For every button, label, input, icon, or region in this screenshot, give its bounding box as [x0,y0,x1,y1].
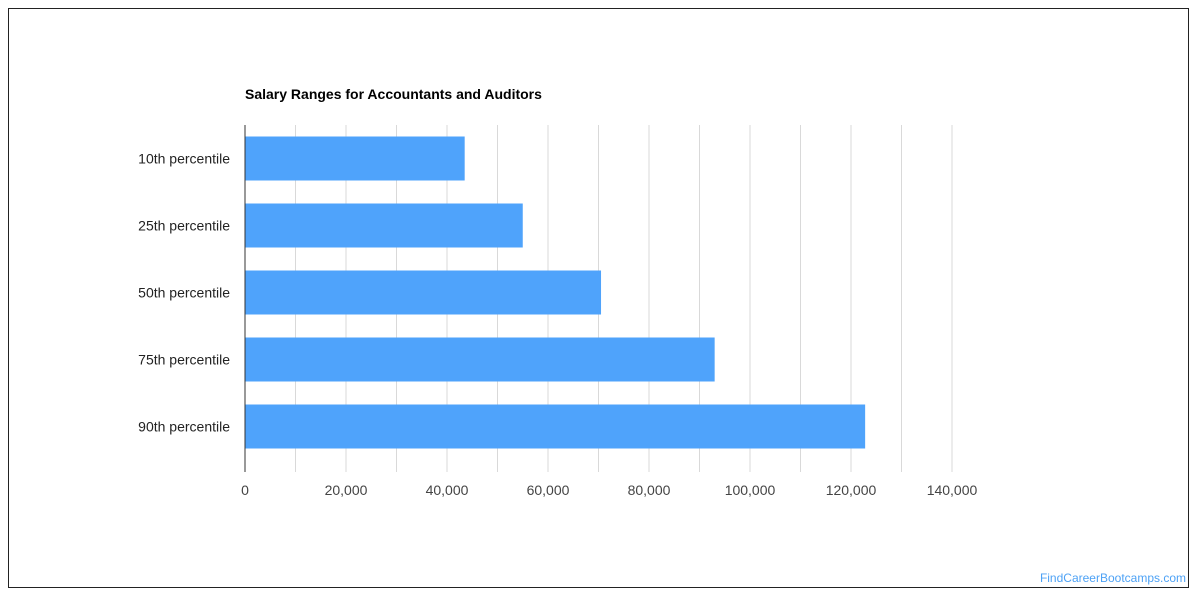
bar-4 [245,337,715,382]
watermark-link[interactable]: FindCareerBootcamps.com [1039,571,1186,585]
x-tick-label: 40,000 [426,482,469,498]
x-tick-label: 120,000 [826,482,877,498]
bar-1 [245,136,465,181]
category-label: 75th percentile [138,352,230,368]
category-label: 10th percentile [138,151,230,167]
tick-labels: 0 20,000 40,000 60,000 80,000 100,000 120,000 1… [241,482,977,498]
x-tick-label: 20,000 [325,482,368,498]
x-tick-label: 140,000 [927,482,978,498]
x-tick-label: 100,000 [725,482,776,498]
bar-5 [245,404,866,449]
category-label: 50th percentile [138,285,230,301]
chart-title: Salary Ranges for Accountants and Audito… [245,86,542,102]
bar-3 [245,270,602,315]
x-tick-label: 80,000 [628,482,671,498]
x-tick-label: 0 [241,482,249,498]
category-labels: 10th percentile 25th percentile 50th perce… [138,151,230,435]
category-label: 25th percentile [138,218,230,234]
bars [245,136,866,449]
bar-2 [245,203,523,248]
x-tick-label: 60,000 [527,482,570,498]
category-label: 90th percentile [138,419,230,435]
